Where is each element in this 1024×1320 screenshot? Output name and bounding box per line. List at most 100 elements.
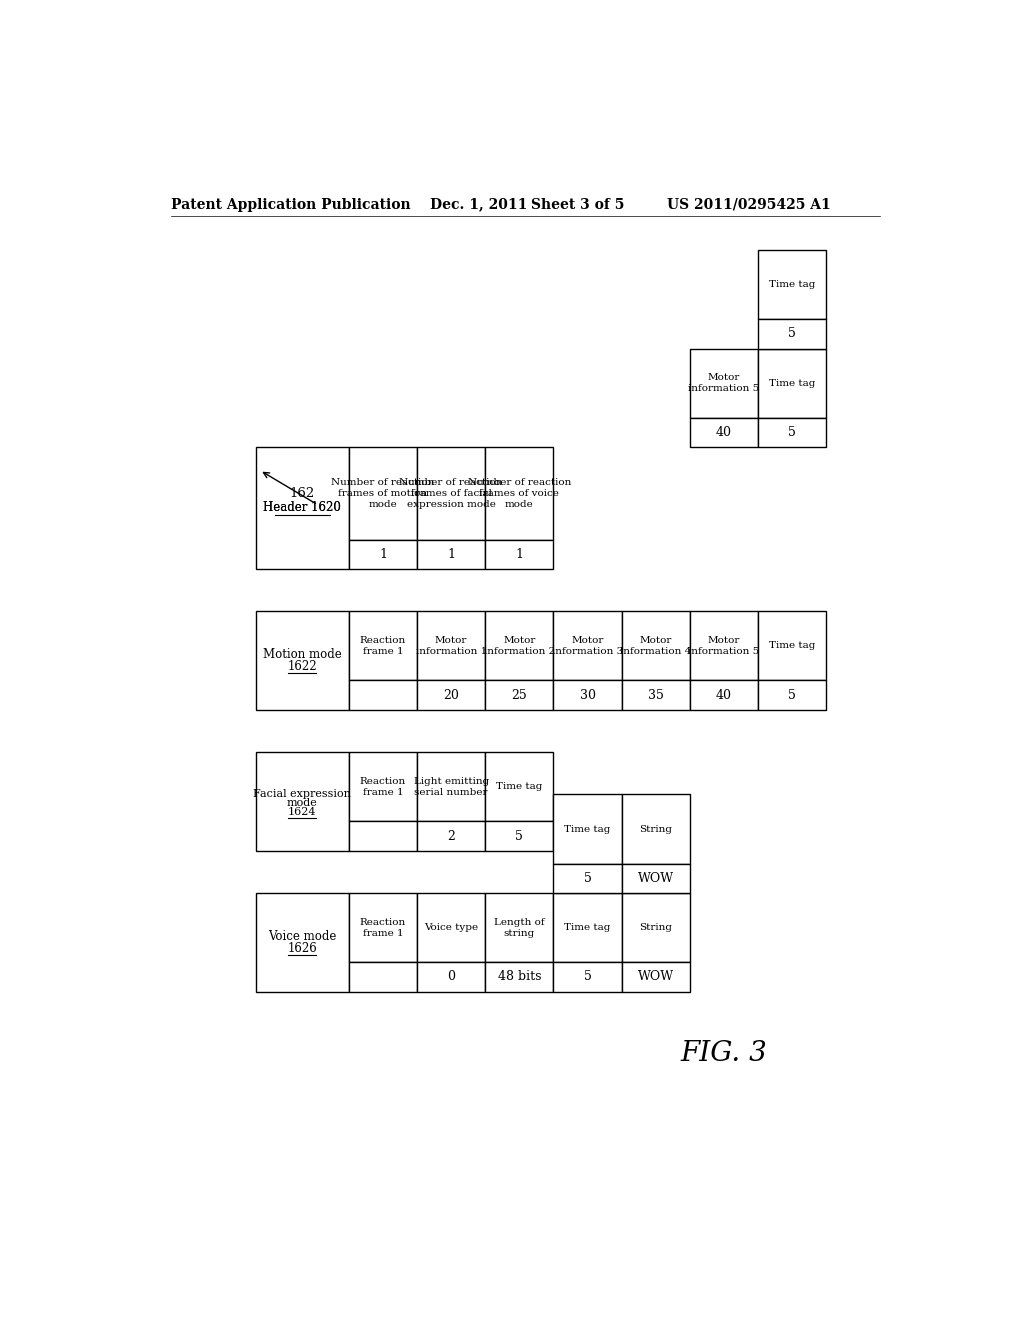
Bar <box>417 611 485 681</box>
Text: 162: 162 <box>290 487 315 500</box>
Bar <box>417 821 485 850</box>
Text: Motor
information 5: Motor information 5 <box>688 374 760 393</box>
Bar <box>622 892 690 962</box>
Text: Time tag: Time tag <box>564 825 610 833</box>
Bar <box>758 681 826 710</box>
Text: WOW: WOW <box>638 970 674 983</box>
Bar <box>256 447 349 569</box>
Text: Motion mode: Motion mode <box>263 648 342 661</box>
Bar <box>485 681 554 710</box>
Text: Voice type: Voice type <box>424 923 478 932</box>
Bar <box>690 681 758 710</box>
Bar <box>554 892 622 962</box>
Text: 5: 5 <box>584 970 592 983</box>
Text: Reaction
frame 1: Reaction frame 1 <box>359 776 407 797</box>
Text: 1624: 1624 <box>288 807 316 817</box>
Text: Patent Application Publication: Patent Application Publication <box>171 198 411 211</box>
Text: 0: 0 <box>447 970 456 983</box>
Text: 5: 5 <box>788 689 796 702</box>
Text: Number of reaction
frames of facial
expression mode: Number of reaction frames of facial expr… <box>399 478 503 510</box>
Bar <box>758 249 826 319</box>
Text: 5: 5 <box>788 327 796 341</box>
Bar <box>485 447 554 540</box>
Text: Header 1620: Header 1620 <box>263 502 341 515</box>
Bar <box>554 863 622 892</box>
Bar <box>349 962 417 991</box>
Bar <box>349 752 417 821</box>
Bar <box>554 611 622 681</box>
Bar <box>758 319 826 348</box>
Bar <box>417 892 485 962</box>
Text: WOW: WOW <box>638 871 674 884</box>
Bar <box>622 795 690 863</box>
Text: 1: 1 <box>447 548 456 561</box>
Text: Sheet 3 of 5: Sheet 3 of 5 <box>531 198 625 211</box>
Text: Time tag: Time tag <box>769 379 815 388</box>
Text: Dec. 1, 2011: Dec. 1, 2011 <box>430 198 527 211</box>
Bar <box>417 752 485 821</box>
Text: Header 1620: Header 1620 <box>263 502 341 515</box>
Text: Number of reaction
frames of voice
mode: Number of reaction frames of voice mode <box>468 478 571 510</box>
Bar <box>349 447 417 540</box>
Text: mode: mode <box>287 797 317 808</box>
Text: 5: 5 <box>788 426 796 440</box>
Text: Motor
information 3: Motor information 3 <box>552 636 624 656</box>
Bar <box>554 681 622 710</box>
Bar <box>256 752 349 850</box>
Text: 40: 40 <box>716 426 732 440</box>
Text: 1: 1 <box>515 548 523 561</box>
Bar <box>417 962 485 991</box>
Bar <box>349 892 417 962</box>
Text: 5: 5 <box>584 871 592 884</box>
Bar <box>349 540 417 569</box>
Bar <box>349 821 417 850</box>
Bar <box>758 348 826 418</box>
Bar <box>256 611 349 710</box>
Text: Facial expression: Facial expression <box>253 788 351 799</box>
Bar <box>485 962 554 991</box>
Text: Voice mode: Voice mode <box>268 929 337 942</box>
Bar <box>417 681 485 710</box>
Bar <box>554 962 622 991</box>
Text: 5: 5 <box>515 829 523 842</box>
Text: 25: 25 <box>512 689 527 702</box>
Bar <box>554 795 622 863</box>
Text: 2: 2 <box>447 829 455 842</box>
Text: Motor
information 1: Motor information 1 <box>416 636 486 656</box>
Text: 48 bits: 48 bits <box>498 970 541 983</box>
Bar <box>690 418 758 447</box>
Bar <box>485 892 554 962</box>
Text: Time tag: Time tag <box>564 923 610 932</box>
Bar <box>758 418 826 447</box>
Bar <box>417 540 485 569</box>
Text: String: String <box>639 923 673 932</box>
Text: 40: 40 <box>716 689 732 702</box>
Text: Time tag: Time tag <box>497 783 543 791</box>
Text: FIG. 3: FIG. 3 <box>681 1040 767 1067</box>
Text: Time tag: Time tag <box>769 642 815 651</box>
Bar <box>485 821 554 850</box>
Text: 30: 30 <box>580 689 596 702</box>
Bar <box>485 540 554 569</box>
Bar <box>485 752 554 821</box>
Bar <box>690 611 758 681</box>
Text: Time tag: Time tag <box>769 280 815 289</box>
Bar <box>485 611 554 681</box>
Text: Length of
string: Length of string <box>494 917 545 937</box>
Bar <box>349 681 417 710</box>
Bar <box>417 447 485 540</box>
Bar <box>622 681 690 710</box>
Bar <box>690 348 758 418</box>
Text: Number of reaction
frames of motion
mode: Number of reaction frames of motion mode <box>332 478 434 510</box>
Text: Reaction
frame 1: Reaction frame 1 <box>359 636 407 656</box>
Bar <box>758 611 826 681</box>
Text: String: String <box>639 825 673 833</box>
Bar <box>622 962 690 991</box>
Text: US 2011/0295425 A1: US 2011/0295425 A1 <box>667 198 830 211</box>
Text: 35: 35 <box>648 689 664 702</box>
Bar <box>349 611 417 681</box>
Text: Motor
information 2: Motor information 2 <box>483 636 555 656</box>
Text: Light emitting
serial number: Light emitting serial number <box>414 776 488 797</box>
Text: Reaction
frame 1: Reaction frame 1 <box>359 917 407 937</box>
Bar <box>622 611 690 681</box>
